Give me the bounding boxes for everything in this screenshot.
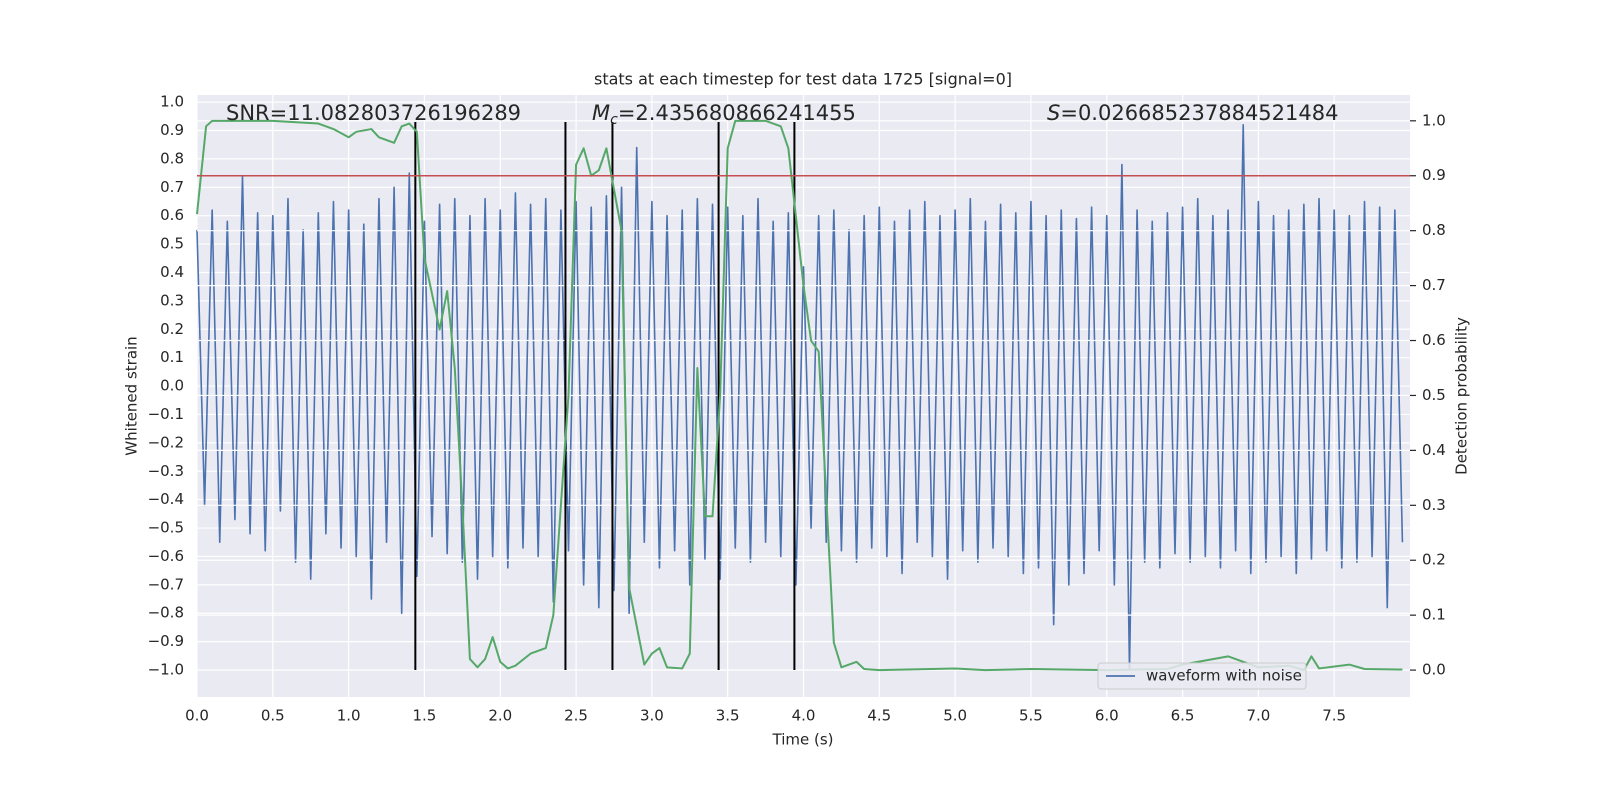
annotation-subscript: c [610,112,618,128]
y-tick-label: −0.4 [148,490,184,508]
x-axis-label: Time (s) [772,731,834,749]
annotation-text: =0.026685237884521484 [1060,101,1338,125]
y2-tick-label: 0.8 [1422,221,1446,239]
y-axis-label: Whitened strain [123,336,141,455]
x-tick-label: 1.5 [413,707,437,725]
y-tick-label: 1.0 [160,93,184,111]
y-tick-label: −0.6 [148,547,184,565]
y-tick-label: −0.5 [148,519,184,537]
y-tick-label: 0.7 [160,178,184,196]
legend-label: waveform with noise [1146,667,1302,685]
x-tick-label: 0.5 [261,707,285,725]
y2-tick-label: 0.1 [1422,606,1446,624]
annotation: SNR=11.082803726196289 [226,101,521,125]
y2-tick-label: 0.0 [1422,661,1446,679]
x-tick-label: 1.0 [337,707,361,725]
annotation-symbol: S [1047,101,1060,125]
y2-tick-label: 0.2 [1422,551,1446,569]
y-tick-label: −0.3 [148,462,184,480]
y2-axis-label: Detection probability [1453,317,1471,475]
x-tick-label: 0.0 [185,707,209,725]
data-line [196,119,1403,672]
y-tick-label: 0.6 [160,206,184,224]
x-tick-label: 2.0 [488,707,512,725]
legend-box [1097,662,1307,690]
y-tick-label: −0.8 [148,604,184,622]
x-tick-label: 5.5 [1019,707,1043,725]
annotation: S=0.026685237884521484 [1047,101,1338,125]
y-tick-label: 0.5 [160,235,184,253]
y2-tick-label: 0.7 [1422,276,1446,294]
y-tick-label: 0.0 [160,377,184,395]
y2-tick-label: 0.3 [1422,496,1446,514]
y-tick-label: −0.1 [148,405,184,423]
x-tick-label: 3.0 [640,707,664,725]
y2-tick-label: 0.5 [1422,386,1446,404]
y-tick-label: 0.8 [160,149,184,167]
x-tick-label: 7.5 [1322,707,1346,725]
y2-tick-label: 0.4 [1422,441,1446,459]
x-tick-label: 4.5 [867,707,891,725]
y2-tick-label: 0.9 [1422,166,1446,184]
x-tick-label: 6.0 [1095,707,1119,725]
annotation-symbol: M [592,101,610,125]
y-tick-label: −1.0 [148,661,184,679]
data-line [196,124,1404,671]
x-tick-label: 7.0 [1246,707,1270,725]
y-tick-label: −0.7 [148,575,184,593]
x-tick-label: 3.5 [716,707,740,725]
x-tick-label: 2.5 [564,707,588,725]
annotation: Mc=2.435680866241455 [592,101,856,128]
x-tick-label: 6.5 [1171,707,1195,725]
y-tick-label: 0.4 [160,263,184,281]
y-tick-label: 0.9 [160,121,184,139]
x-tick-label: 4.0 [792,707,816,725]
y-tick-label: 0.2 [160,320,184,338]
annotation-text: SNR=11.082803726196289 [226,101,521,125]
annotation-text: =2.435680866241455 [618,101,856,125]
chart-title: stats at each timestep for test data 172… [594,70,1012,89]
y-tick-label: 0.1 [160,348,184,366]
y-tick-label: −0.9 [148,632,184,650]
y2-tick-label: 1.0 [1422,111,1446,129]
y2-tick-label: 0.6 [1422,331,1446,349]
x-tick-label: 5.0 [943,707,967,725]
y-tick-label: −0.2 [148,433,184,451]
y-tick-label: 0.3 [160,291,184,309]
